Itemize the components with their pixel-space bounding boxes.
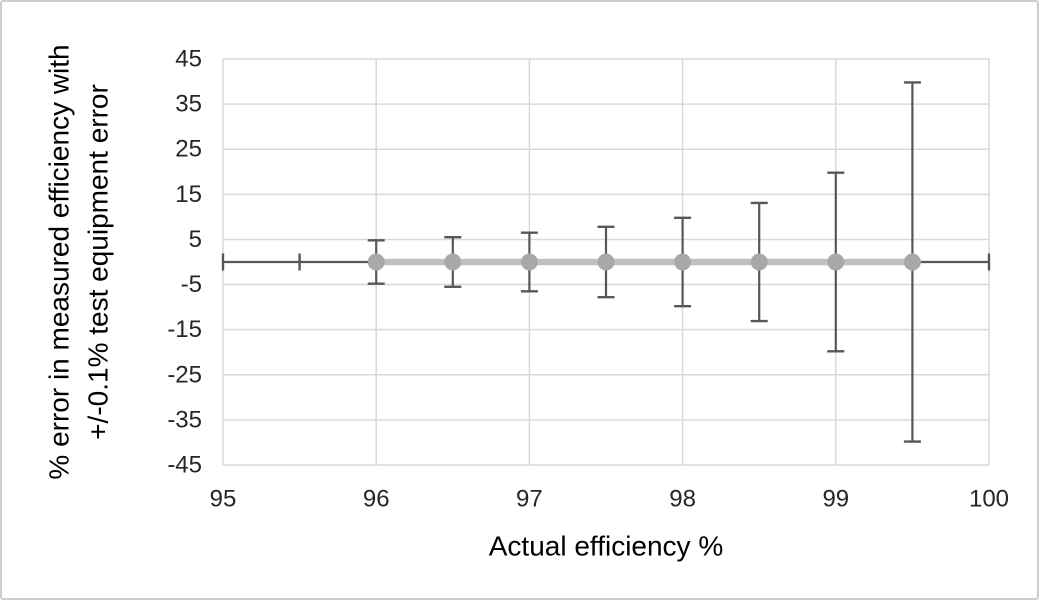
- data-point-marker: [597, 253, 615, 271]
- x-tick-label: 100: [969, 486, 1009, 513]
- y-tick-label: 45: [175, 46, 202, 73]
- y-tick-label: 15: [175, 181, 202, 208]
- data-point-marker: [903, 253, 921, 271]
- y-axis-title-line1: % error in measured efficiency with: [44, 44, 75, 479]
- y-axis-title-line2: +/-0.1% test equipment error: [83, 84, 114, 440]
- data-point-marker: [367, 253, 385, 271]
- x-axis-title: Actual efficiency %: [489, 531, 724, 562]
- y-tick-label: -45: [167, 452, 202, 479]
- x-tick-label: 99: [822, 486, 849, 513]
- y-tick-label: 5: [189, 226, 202, 253]
- data-point-marker: [674, 253, 692, 271]
- x-tick-label: 98: [669, 486, 696, 513]
- y-tick-label: 35: [175, 91, 202, 118]
- y-tick-label: -15: [167, 316, 202, 343]
- data-point-marker: [827, 253, 845, 271]
- data-point-marker: [444, 253, 462, 271]
- x-tick-label: 97: [516, 486, 543, 513]
- y-tick-label: -35: [167, 406, 202, 433]
- y-tick-label: -5: [181, 271, 202, 298]
- data-point-marker: [750, 253, 768, 271]
- data-point-marker: [520, 253, 538, 271]
- x-tick-label: 96: [363, 486, 390, 513]
- y-tick-label: 25: [175, 136, 202, 163]
- x-tick-label: 95: [210, 486, 237, 513]
- y-tick-label: -25: [167, 361, 202, 388]
